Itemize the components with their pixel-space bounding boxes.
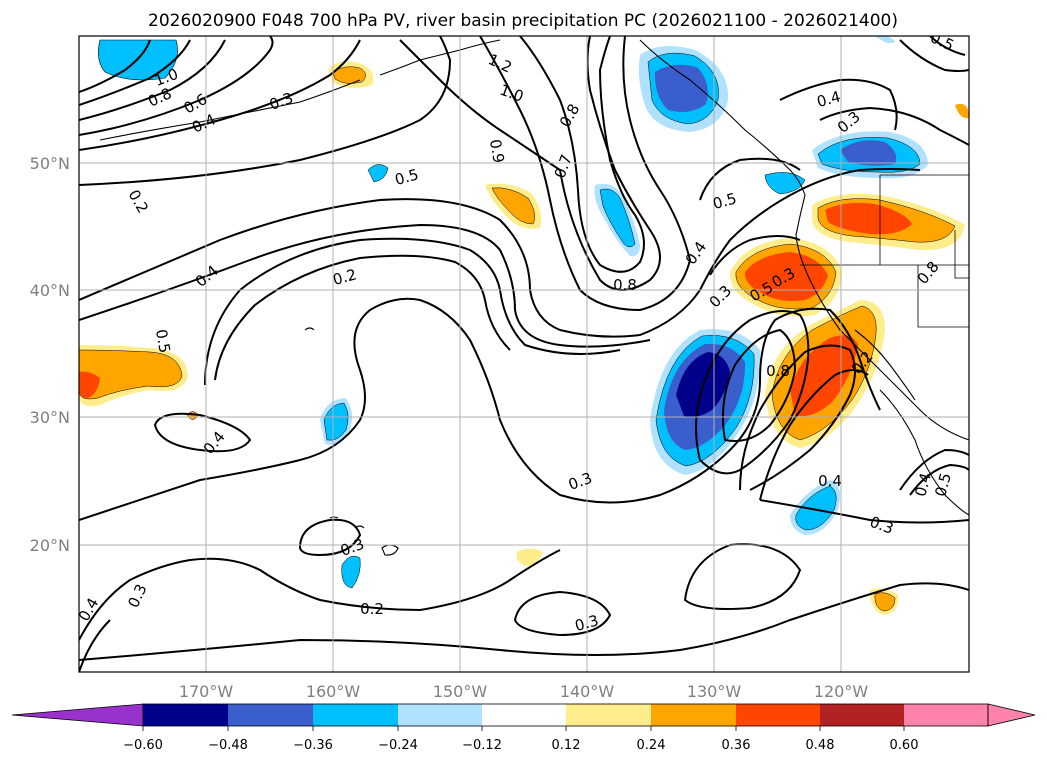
map-panel: 1.0 0.8 0.6 0.4 0.3 1.2 1.0 0.9 0.8 0.7 … (78, 35, 970, 673)
colorbar-tick-label: −0.24 (378, 738, 418, 753)
colorbar-tick-label: 0.48 (806, 738, 835, 753)
colorbar-extend-low (11, 703, 144, 727)
state-borders (800, 174, 969, 328)
contour-label: 0.8 (766, 362, 790, 380)
lon-tick-label: 150°W (433, 682, 488, 701)
lat-tick-label: 20°N (30, 536, 70, 555)
colorbar-segment (651, 704, 736, 726)
lon-tick-label: 120°W (814, 682, 869, 701)
contour-label: 0.8 (613, 276, 637, 294)
lon-tick-label: 140°W (560, 682, 615, 701)
contour-label: 0.9 (486, 138, 508, 165)
colorbar-segment (904, 704, 988, 726)
colorbar-segment (820, 704, 904, 726)
colorbar-tick-label: 0.36 (722, 738, 751, 753)
colorbar: −0.60 −0.48 −0.36 −0.24 −0.12 0.12 0.24 … (11, 703, 1036, 753)
colorbar-segment (398, 704, 482, 726)
colorbar-segment (143, 704, 228, 726)
contour-label: 0.5 (931, 471, 955, 499)
contour-label: 0.4 (815, 87, 843, 111)
colorbar-segment (482, 704, 566, 726)
contour-label: 0.4 (818, 472, 842, 490)
figure-title: 2026020900 F048 700 hPa PV, river basin … (148, 11, 898, 31)
colorbar-tick-label: −0.12 (462, 738, 502, 753)
lat-tick-label: 50°N (30, 154, 70, 173)
colorbar-segment (566, 704, 651, 726)
lat-tick-label: 40°N (30, 281, 70, 300)
coastlines (99, 39, 969, 556)
colorbar-tick-label: 0.60 (890, 738, 919, 753)
lon-tick-label: 170°W (179, 682, 234, 701)
pv-contours (79, 36, 969, 672)
colorbar-segment (736, 704, 820, 726)
latitude-labels: 50°N 40°N 30°N 20°N (30, 154, 70, 555)
lon-tick-label: 130°W (687, 682, 742, 701)
contour-label: 0.4 (911, 471, 935, 499)
map-frame (78, 35, 970, 673)
colorbar-segment (228, 704, 313, 726)
contour-label: 0.2 (360, 600, 384, 618)
colorbar-extend-high (987, 703, 1036, 727)
contour-label: 0.2 (331, 265, 359, 289)
lon-tick-label: 160°W (306, 682, 361, 701)
colorbar-segment (313, 704, 398, 726)
contour-label: 0.5 (152, 328, 174, 355)
colorbar-tick-label: −0.48 (208, 738, 248, 753)
colorbar-tick-label: 0.24 (637, 738, 666, 753)
contour-label: 0.5 (711, 189, 739, 213)
graticule (79, 36, 969, 672)
contour-label: 0.5 (393, 165, 421, 189)
colorbar-tick-label: 0.12 (552, 738, 581, 753)
lat-tick-label: 30°N (30, 408, 70, 427)
colorbar-tick-label: −0.60 (123, 738, 163, 753)
longitude-labels: 170°W 160°W 150°W 140°W 130°W 120°W (179, 682, 869, 701)
contour-label: 0.3 (573, 611, 601, 635)
colorbar-tick-label: −0.36 (293, 738, 333, 753)
